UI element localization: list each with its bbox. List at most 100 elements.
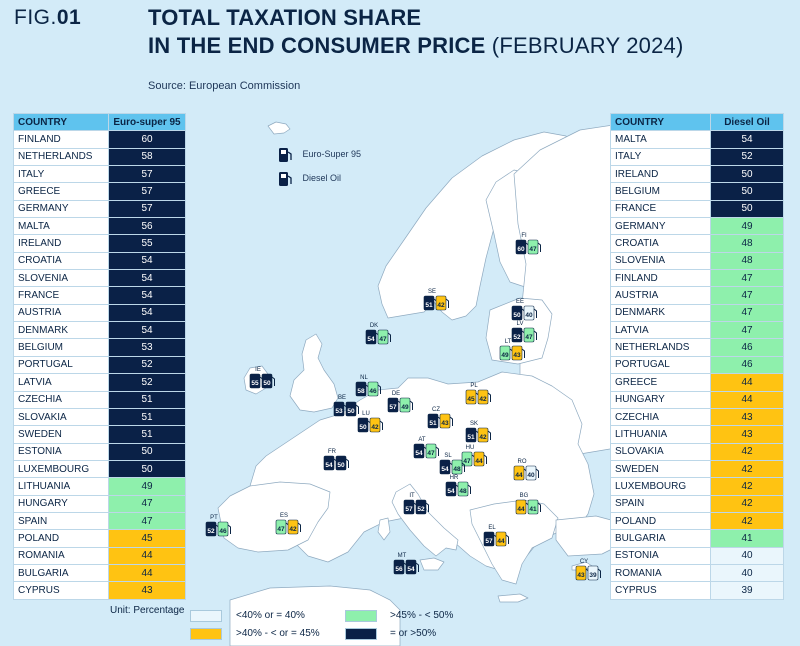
country-cell: LATVIA: [610, 321, 711, 340]
pump-value: 57: [389, 404, 397, 411]
country-cell: SLOVENIA: [13, 269, 109, 288]
value-cell: 60: [108, 130, 186, 149]
fuel-pump-icon: [365, 329, 377, 345]
fuel-pump-icon: [465, 389, 477, 405]
table-row: CZECHIA 43: [610, 407, 784, 427]
value-cell: 49: [108, 477, 186, 496]
pump-value: 47: [529, 246, 537, 253]
country-code-label: FI: [521, 233, 527, 239]
country-cell: FRANCE: [13, 286, 109, 305]
value-cell: 41: [710, 529, 784, 548]
pump-value: 43: [513, 352, 521, 359]
table-row: AUSTRIA 54: [13, 303, 186, 323]
pump-value: 40: [525, 312, 533, 319]
country-cell: IRELAND: [13, 234, 109, 253]
pump-value: 53: [335, 408, 343, 415]
fuel-pump-icon: [333, 401, 345, 417]
fuel-pump-icon: [477, 427, 489, 443]
diesel-marker: 50: [261, 373, 275, 389]
title-line-1: TOTAL TAXATION SHARE: [148, 5, 422, 30]
country-cell: FRANCE: [610, 199, 711, 219]
petrol-marker: 58: [355, 381, 369, 397]
fuel-pump-icon: [413, 443, 425, 459]
pump-value: 39: [589, 572, 597, 579]
table-row: LATVIA 47: [610, 321, 784, 340]
pump-nozzle: [425, 502, 429, 512]
value-cell: 39: [710, 581, 784, 600]
country-cell: SWEDEN: [610, 459, 711, 479]
table-row: CYPRUS 43: [13, 581, 186, 600]
table-row: DENMARK 47: [610, 303, 784, 323]
table-row: CZECHIA 51: [13, 390, 186, 409]
value-cell: 56: [108, 217, 186, 236]
country-cell: ROMANIA: [610, 563, 711, 583]
table-row: GERMANY 57: [13, 199, 186, 219]
value-cell: 43: [710, 425, 784, 444]
table-row: GREECE 57: [13, 182, 186, 201]
pump-value: 55: [251, 380, 259, 387]
country-cell: GERMANY: [13, 199, 109, 219]
fuel-pump-icon: [405, 559, 417, 575]
pump-value: 50: [337, 462, 345, 469]
petrol-marker: 54: [365, 329, 379, 345]
pump-value: 41: [529, 506, 537, 513]
table-row: LUXEMBOURG 42: [610, 477, 784, 496]
table-row: SLOVENIA 54: [13, 269, 186, 288]
table-row: LUXEMBOURG 50: [13, 459, 186, 479]
value-cell: 50: [108, 459, 186, 479]
country-cell: GREECE: [610, 373, 711, 392]
pump-nozzle: [409, 400, 413, 410]
table-row: FRANCE 50: [610, 199, 784, 219]
value-cell: 51: [108, 425, 186, 444]
country-column-header: COUNTRY: [610, 112, 711, 132]
country-cell: SLOVAKIA: [13, 407, 109, 427]
country-code-label: IT: [409, 493, 415, 499]
fuel-pump-icon: [377, 329, 389, 345]
diesel-marker: 44: [495, 531, 509, 547]
value-cell: 50: [710, 165, 784, 184]
value-cell: 52: [108, 355, 186, 375]
pump-nozzle: [533, 330, 537, 340]
fuel-pump-icon: [423, 295, 435, 311]
value-column-header: Euro-super 95: [108, 112, 186, 132]
diesel-marker: 42: [369, 417, 383, 433]
country-cell: LUXEMBOURG: [13, 459, 109, 479]
country-code-label: MT: [398, 553, 407, 559]
uk-shape: [289, 333, 339, 413]
country-cell: MALTA: [610, 130, 711, 149]
pump-value: 48: [453, 466, 461, 473]
legend-label-low: <40% or = 40%: [236, 610, 305, 621]
diesel-marker: 47: [425, 443, 439, 459]
country-cell: GERMANY: [610, 217, 711, 236]
diesel-marker: 49: [399, 397, 413, 413]
value-cell: 42: [710, 459, 784, 479]
table-row: NETHERLANDS 58: [13, 147, 186, 167]
legend-swatch-mid-low: [190, 628, 222, 640]
crete-shape: [497, 593, 529, 603]
fuel-pump-icon: [451, 459, 463, 475]
pump-value: 42: [289, 526, 297, 533]
pump-value: 49: [401, 404, 409, 411]
country-code-label: SL: [444, 453, 452, 459]
country-cell: POLAND: [13, 529, 109, 548]
country-code-label: CY: [580, 559, 588, 565]
country-code-label: LU: [362, 411, 370, 417]
map-legend-petrol: Euro-Super 95: [278, 147, 361, 163]
fuel-pump-icon: [205, 521, 217, 537]
fuel-pump-icon: [335, 455, 347, 471]
fuel-pump-icon: [495, 531, 507, 547]
petrol-marker: 55: [249, 373, 263, 389]
value-cell: 43: [108, 581, 186, 600]
country-code-label: SK: [470, 421, 478, 427]
pump-nozzle: [345, 458, 349, 468]
country-cell: PORTUGAL: [610, 355, 711, 375]
pump-value: 60: [517, 246, 525, 253]
country-cell: ROMANIA: [13, 546, 109, 565]
diesel-marker: 40: [523, 305, 537, 321]
chart-title: TOTAL TAXATION SHARE IN THE END CONSUMER…: [148, 4, 684, 60]
fuel-pump-icon: [473, 451, 485, 467]
value-cell: 49: [710, 217, 784, 236]
pump-value: 43: [441, 420, 449, 427]
unit-label: Unit: Percentage: [110, 605, 185, 616]
value-cell: 50: [108, 442, 186, 461]
